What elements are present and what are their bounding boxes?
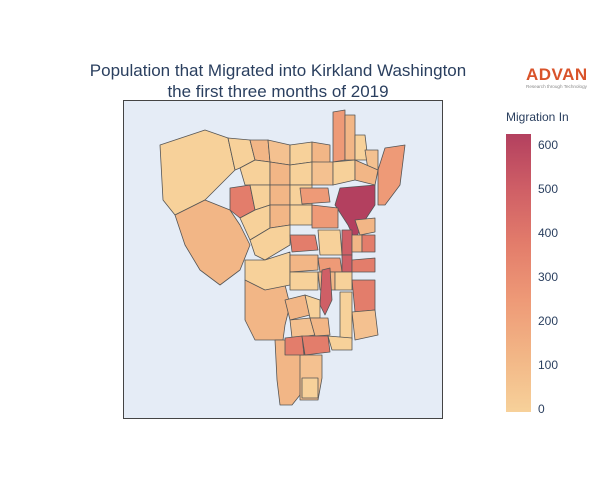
region-le2 [351, 309, 379, 341]
region-m1 [249, 224, 291, 261]
logo-wordmark: ADVAN [526, 65, 588, 84]
region-l8 [334, 271, 353, 291]
region-m3 [317, 229, 343, 256]
region-m6 [361, 234, 376, 253]
region-s2 [301, 335, 331, 356]
region-north-4 [289, 141, 313, 166]
region-ne-tall-1 [332, 109, 346, 163]
region-east-edge [377, 144, 406, 206]
region-m5 [351, 234, 363, 253]
region-l4 [341, 254, 353, 273]
region-l2 [289, 254, 319, 273]
colorbar-tick-300: 300 [538, 270, 559, 284]
region-west-middle [174, 199, 251, 286]
advan-logo: ADVAN Research through Technology [526, 66, 592, 90]
region-r3-3 [269, 184, 291, 206]
region-thin-strip [319, 267, 333, 316]
region-r4-5 [354, 217, 376, 236]
region-l5 [351, 257, 376, 273]
region-l6 [289, 271, 319, 291]
colorbar-tick-600: 600 [538, 138, 559, 152]
title-line-1: Population that Migrated into Kirkland W… [89, 61, 467, 80]
chart-title: Population that Migrated into Kirkland W… [0, 60, 556, 102]
title-line-2: the first three months of 2019 [167, 82, 389, 101]
region-south-strip-3 [301, 377, 319, 399]
region-le3 [339, 291, 353, 341]
colorbar [506, 134, 531, 412]
region-s3 [327, 335, 353, 351]
region-r2-4 [311, 161, 334, 186]
region-ne-tall-2 [344, 114, 356, 161]
colorbar-tick-0: 0 [538, 402, 545, 416]
region-le1 [351, 279, 376, 313]
region-north-3 [267, 139, 291, 166]
region-lw4 [309, 317, 331, 337]
region-r2-3 [289, 161, 313, 186]
colorbar-tick-500: 500 [538, 182, 559, 196]
region-r2-5 [332, 159, 356, 186]
logo-tagline: Research through Technology [526, 84, 587, 89]
region-north-5 [311, 141, 331, 164]
region-m4 [341, 229, 353, 256]
region-r4-4 [311, 204, 339, 229]
region-s1 [284, 335, 305, 356]
colorbar-title: Migration In [506, 110, 569, 124]
region-r2-2 [269, 161, 291, 186]
region-r3-5 [299, 187, 331, 205]
region-west [159, 129, 236, 216]
colorbar-tick-400: 400 [538, 226, 559, 240]
region-r4-3 [289, 204, 313, 226]
region-m2 [289, 234, 319, 253]
region-r4-2 [269, 204, 291, 229]
colorbar-tick-200: 200 [538, 314, 559, 328]
region-southwest [244, 279, 291, 341]
colorbar-tick-100: 100 [538, 358, 559, 372]
